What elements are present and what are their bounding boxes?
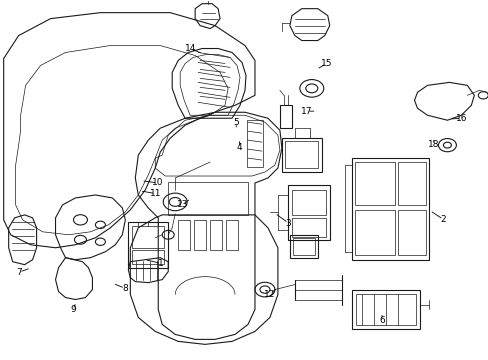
Text: 13: 13 [177,200,188,209]
Text: 14: 14 [184,44,196,53]
Text: 4: 4 [236,143,242,152]
Text: 9: 9 [70,305,76,314]
Text: 17: 17 [301,107,312,116]
Text: 5: 5 [233,118,239,127]
Text: 16: 16 [455,114,466,123]
Text: 15: 15 [320,59,331,68]
Text: 1: 1 [158,259,163,268]
Text: 10: 10 [152,178,163,187]
Text: 6: 6 [378,316,384,325]
Text: 11: 11 [150,189,161,198]
Text: 2: 2 [440,215,446,224]
Text: 7: 7 [16,268,22,277]
Text: 12: 12 [264,289,275,298]
Text: 3: 3 [285,219,291,228]
Text: 8: 8 [122,284,128,293]
Text: 18: 18 [427,140,439,149]
